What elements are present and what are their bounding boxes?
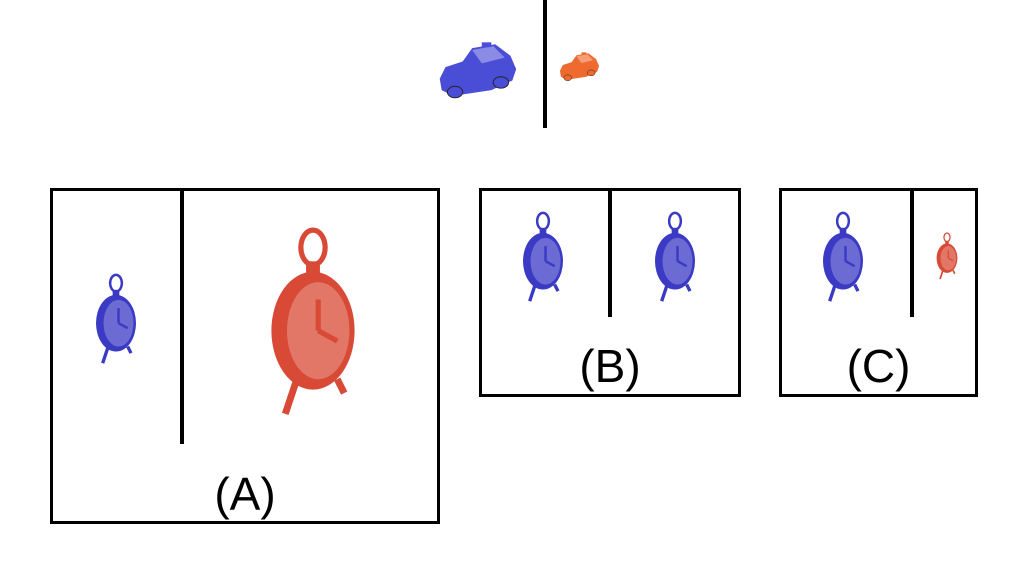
prompt-divider [543,0,547,128]
option-c-divider [910,191,914,317]
blue-clock-icon [653,210,697,304]
blue-clock-icon [521,210,565,304]
option-b-divider [608,191,612,317]
red-clock-icon [935,232,959,280]
option-c-label: (C) [846,340,911,392]
option-a-box[interactable]: (A) [50,188,440,524]
option-b-label: (B) [579,340,641,392]
blue-clock-icon [94,272,138,366]
option-a-divider [180,191,184,444]
blue-car-icon [439,41,517,99]
red-clock-icon [261,215,365,429]
option-c-box[interactable]: (C) [779,188,978,397]
option-b-box[interactable]: (B) [479,188,741,397]
option-a-label: (A) [214,468,276,520]
blue-clock-icon [821,210,865,304]
orange-car-icon [559,52,600,81]
